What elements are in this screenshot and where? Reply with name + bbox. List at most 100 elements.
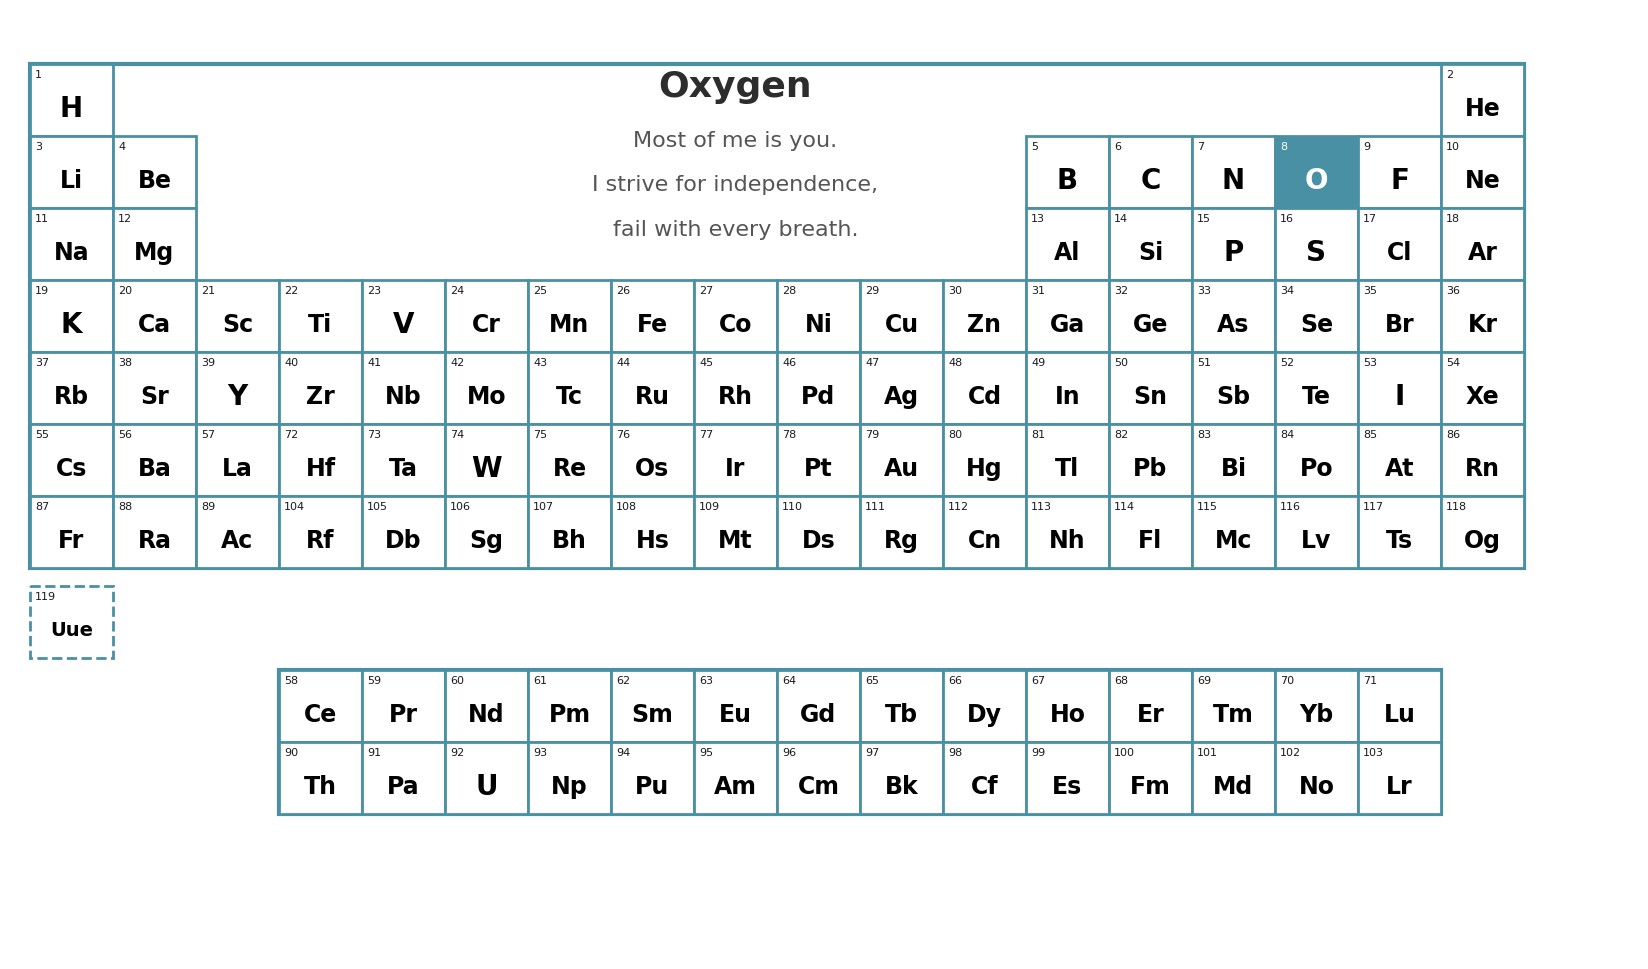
Bar	[776, 424, 860, 496]
Text: 39: 39	[201, 358, 216, 367]
Text: 111: 111	[865, 502, 887, 512]
Bar	[527, 353, 611, 424]
Text: Cd: Cd	[967, 385, 1002, 409]
Text: 84: 84	[1280, 429, 1294, 440]
Text: I strive for independence,: I strive for independence,	[593, 175, 878, 195]
Text: 20: 20	[119, 286, 132, 296]
Bar	[1440, 208, 1524, 281]
Text: 63: 63	[699, 675, 714, 685]
Text: Nb: Nb	[386, 385, 422, 409]
Text: 96: 96	[783, 747, 796, 757]
Text: 15: 15	[1196, 214, 1211, 224]
Text: 78: 78	[783, 429, 796, 440]
Bar	[1192, 353, 1276, 424]
Text: 95: 95	[699, 747, 714, 757]
Text: Bi: Bi	[1221, 456, 1246, 481]
Text: Mg: Mg	[135, 240, 175, 265]
Text: C: C	[1140, 167, 1160, 195]
Bar	[445, 742, 527, 814]
Bar	[1109, 353, 1192, 424]
Bar	[943, 281, 1027, 353]
Text: Se: Se	[1300, 313, 1333, 336]
Text: Ra: Ra	[137, 528, 171, 552]
Bar	[363, 281, 445, 353]
Bar	[611, 496, 694, 569]
Text: Y: Y	[227, 383, 247, 411]
Text: 112: 112	[948, 502, 969, 512]
Text: 109: 109	[699, 502, 720, 512]
Text: Oxygen: Oxygen	[659, 70, 812, 104]
Bar	[1358, 496, 1440, 569]
Text: Ts: Ts	[1386, 528, 1412, 552]
Text: 58: 58	[283, 675, 298, 685]
Text: Mc: Mc	[1215, 528, 1252, 552]
Text: Bk: Bk	[885, 774, 918, 798]
Text: Er: Er	[1137, 703, 1165, 726]
Bar	[445, 353, 527, 424]
Bar	[1358, 353, 1440, 424]
Text: 75: 75	[532, 429, 547, 440]
Text: 89: 89	[201, 502, 216, 512]
Bar	[363, 424, 445, 496]
Bar	[1192, 742, 1276, 814]
Text: 27: 27	[699, 286, 714, 296]
Bar	[860, 353, 943, 424]
Text: Rf: Rf	[307, 528, 335, 552]
Text: Np: Np	[550, 774, 588, 798]
Text: 67: 67	[1032, 675, 1045, 685]
Text: Br: Br	[1384, 313, 1414, 336]
Text: Sr: Sr	[140, 385, 168, 409]
Bar	[114, 496, 196, 569]
Bar	[1109, 208, 1192, 281]
Bar	[1192, 281, 1276, 353]
Text: Bh: Bh	[552, 528, 587, 552]
Text: 77: 77	[699, 429, 714, 440]
Text: 47: 47	[865, 358, 880, 367]
Text: Th: Th	[303, 774, 336, 798]
Text: Am: Am	[714, 774, 756, 798]
Text: Sn: Sn	[1134, 385, 1167, 409]
Text: Pd: Pd	[801, 385, 836, 409]
Text: 107: 107	[532, 502, 554, 512]
Text: 114: 114	[1114, 502, 1135, 512]
Text: 91: 91	[368, 747, 381, 757]
Text: 12: 12	[119, 214, 132, 224]
Bar	[363, 671, 445, 742]
Text: 86: 86	[1445, 429, 1460, 440]
Text: 26: 26	[616, 286, 630, 296]
Bar	[196, 424, 279, 496]
Bar	[527, 424, 611, 496]
Text: Md: Md	[1213, 774, 1254, 798]
Bar	[1192, 671, 1276, 742]
Bar	[363, 353, 445, 424]
Text: Rg: Rg	[883, 528, 920, 552]
Bar	[776, 671, 860, 742]
Text: Rn: Rn	[1465, 456, 1500, 481]
Bar	[943, 353, 1027, 424]
Bar	[860, 424, 943, 496]
Text: I: I	[1394, 383, 1404, 411]
Text: 117: 117	[1363, 502, 1384, 512]
Text: 57: 57	[201, 429, 216, 440]
Bar	[860, 281, 943, 353]
Bar	[30, 281, 114, 353]
Text: K: K	[61, 311, 82, 338]
Text: 37: 37	[35, 358, 49, 367]
Bar	[776, 281, 860, 353]
Bar	[30, 65, 1524, 569]
Bar	[943, 496, 1027, 569]
Text: 49: 49	[1032, 358, 1045, 367]
Text: 104: 104	[283, 502, 305, 512]
Bar	[279, 281, 363, 353]
Bar	[1027, 496, 1109, 569]
Text: Sb: Sb	[1216, 385, 1251, 409]
Text: 16: 16	[1280, 214, 1294, 224]
Text: 71: 71	[1363, 675, 1378, 685]
Text: Zn: Zn	[967, 313, 1002, 336]
Text: Eu: Eu	[719, 703, 751, 726]
Text: At: At	[1384, 456, 1414, 481]
Text: 45: 45	[699, 358, 714, 367]
Text: 61: 61	[532, 675, 547, 685]
Text: 14: 14	[1114, 214, 1129, 224]
Text: Co: Co	[719, 313, 751, 336]
